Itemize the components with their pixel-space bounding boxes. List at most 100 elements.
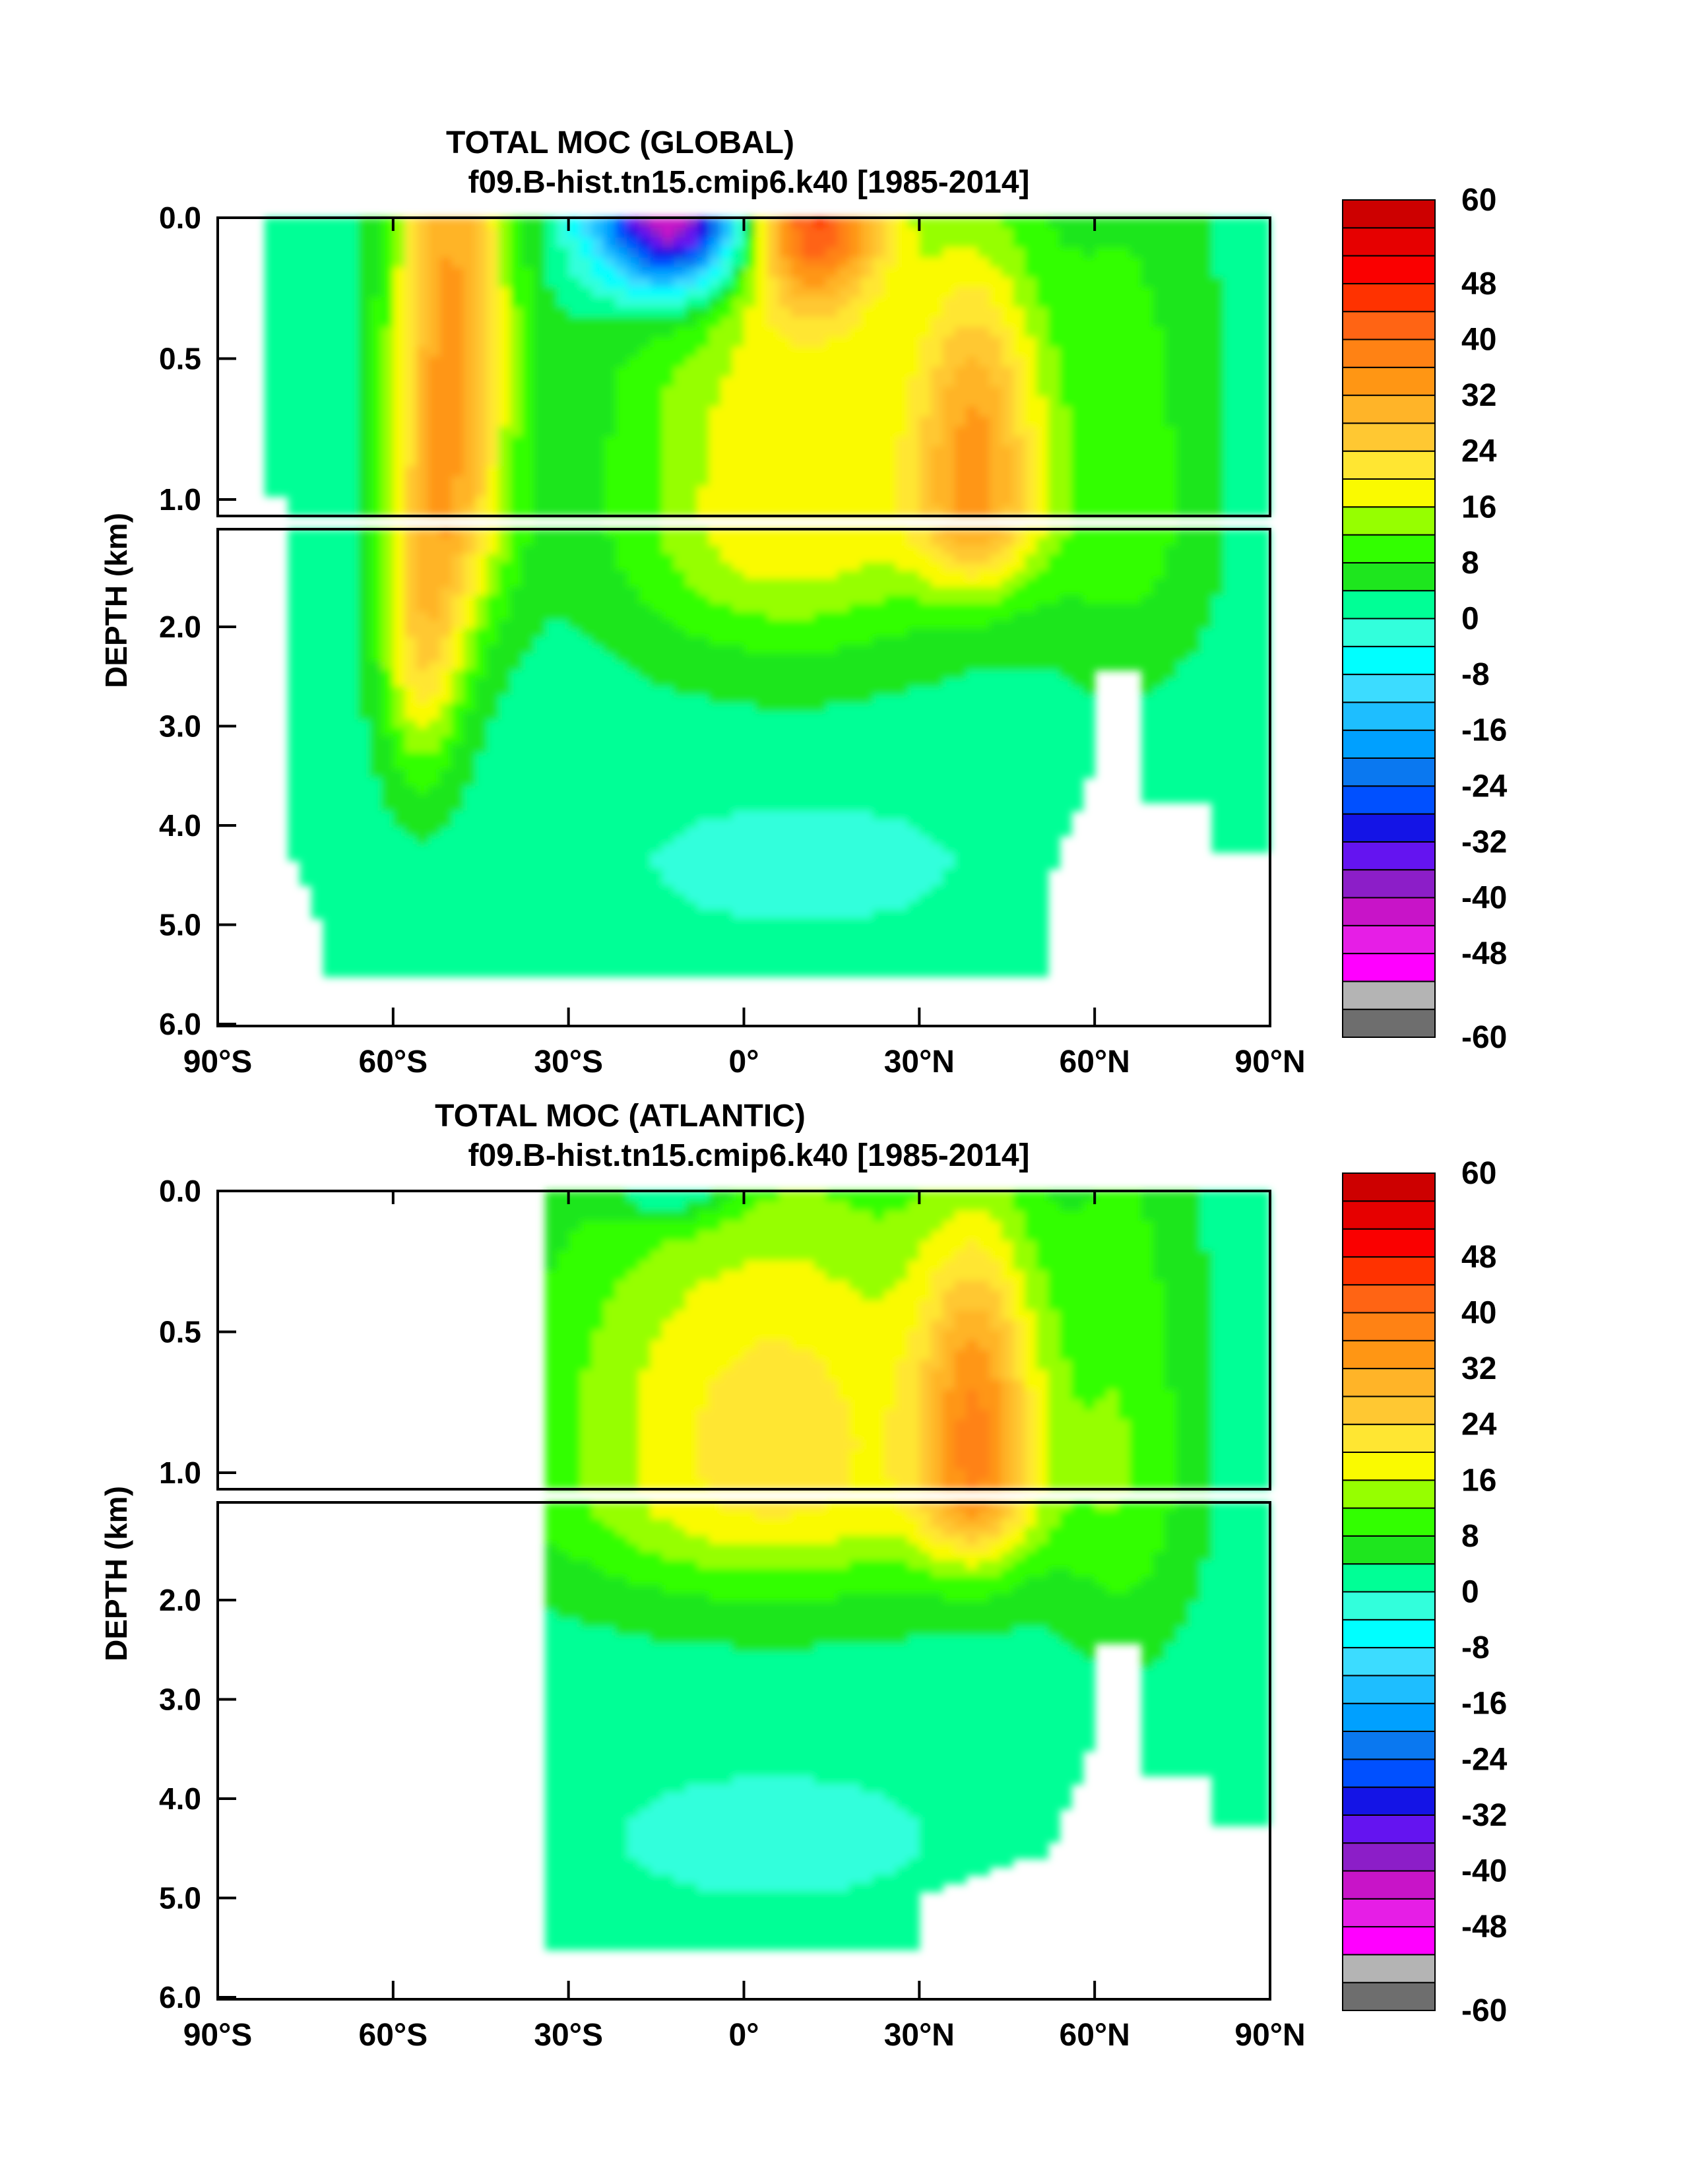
contour-cell (966, 476, 978, 487)
contour-cell (545, 819, 558, 828)
contour-cell (592, 317, 604, 328)
contour-cell (545, 446, 558, 457)
contour-cell (1164, 387, 1178, 398)
contour-cell (685, 579, 698, 588)
contour-cell (1246, 267, 1259, 278)
contour-cell (1001, 406, 1014, 418)
contour-cell (1234, 267, 1248, 278)
contour-cell (802, 628, 815, 638)
contour-cell (474, 436, 488, 447)
contour-cell (639, 612, 651, 622)
contour-cell (369, 744, 383, 754)
contour-cell (615, 910, 628, 919)
contour-cell (685, 703, 698, 713)
contour-cell (802, 794, 815, 804)
contour-cell (615, 711, 628, 721)
contour-cell (709, 277, 721, 288)
contour-cell (709, 287, 721, 298)
contour-cell (533, 711, 546, 721)
contour-cell (393, 397, 406, 408)
contour-cell (931, 317, 943, 328)
contour-cell (288, 554, 300, 563)
contour-cell (393, 678, 406, 688)
contour-cell (510, 769, 523, 779)
contour-cell (1211, 228, 1225, 239)
contour-cell (474, 885, 488, 895)
contour-cell (813, 529, 827, 538)
contour-cell (615, 297, 628, 308)
contour-cell (1153, 247, 1166, 259)
contour-cell (779, 307, 792, 318)
contour-cell (615, 367, 628, 378)
contour-cell (1153, 446, 1166, 457)
contour-cell (533, 505, 546, 516)
contour-cell (709, 486, 721, 497)
contour-cell (474, 728, 488, 737)
contour-cell (1106, 505, 1119, 516)
contour-cell (439, 728, 453, 737)
contour-cell (498, 843, 511, 853)
contour-cell (1118, 287, 1131, 298)
contour-cell (837, 466, 850, 477)
contour-cell (1083, 327, 1096, 338)
contour-cell (790, 297, 804, 308)
contour-cell (1013, 337, 1025, 348)
contour-cell (510, 728, 523, 737)
contour-cell (802, 554, 815, 563)
contour-cell (802, 744, 815, 754)
contour-cell (498, 835, 511, 845)
contour-cell (498, 356, 511, 368)
contour-cell (931, 406, 943, 418)
contour-cell (1130, 397, 1142, 408)
contour-cell (790, 711, 804, 721)
contour-cell (1164, 416, 1178, 428)
contour-cell (977, 476, 990, 487)
contour-cell (627, 604, 639, 613)
contour-cell (404, 277, 418, 288)
contour-cell (884, 397, 897, 408)
contour-cell (556, 711, 569, 721)
contour-cell (1164, 377, 1178, 388)
contour-cell (732, 769, 745, 779)
contour-cell (720, 387, 733, 398)
contour-cell (1118, 238, 1131, 249)
contour-cell (358, 695, 371, 704)
contour-cell (451, 387, 464, 398)
contour-cell (650, 267, 663, 278)
contour-cell (498, 661, 511, 671)
contour-cell (369, 397, 383, 408)
contour-cell (1164, 397, 1178, 408)
contour-cell (393, 794, 406, 804)
contour-cell (311, 670, 324, 679)
contour-cell (1141, 466, 1154, 477)
contour-cell (884, 356, 897, 368)
contour-cell (486, 637, 499, 646)
contour-cell (1211, 426, 1225, 437)
contour-cell (568, 228, 581, 239)
contour-cell (603, 686, 616, 696)
contour-cell (323, 868, 336, 878)
contour-cell (533, 686, 546, 696)
contour-cell (1188, 247, 1201, 259)
contour-cell (381, 367, 394, 378)
contour-cell (1164, 367, 1178, 378)
contour-cell (1164, 466, 1178, 477)
contour-cell (358, 786, 371, 795)
contour-cell (311, 703, 324, 713)
contour-cell (264, 337, 277, 348)
contour-cell (603, 247, 616, 259)
contour-cell (650, 307, 663, 318)
contour-cell (404, 678, 418, 688)
contour-cell (463, 337, 476, 348)
contour-cell (393, 645, 406, 655)
contour-cell (767, 918, 780, 928)
contour-cell (393, 910, 406, 919)
contour-cell (568, 446, 581, 457)
contour-cell (311, 367, 324, 378)
contour-cell (381, 466, 394, 477)
contour-cell (288, 843, 300, 853)
contour-cell (381, 835, 394, 845)
contour-cell (650, 456, 663, 467)
contour-cell (732, 935, 745, 944)
contour-cell (428, 686, 441, 696)
